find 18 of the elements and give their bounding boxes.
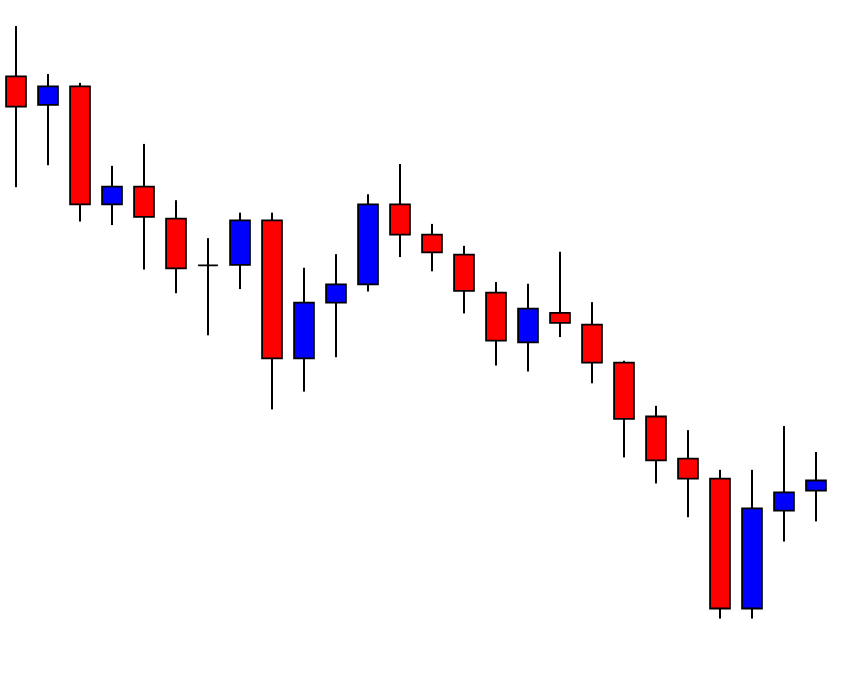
candlestick <box>485 280 507 367</box>
candlestick <box>325 253 347 359</box>
candlestick <box>645 404 667 485</box>
candlestick <box>389 163 411 259</box>
candlestick <box>421 222 443 273</box>
candlestick <box>805 451 827 523</box>
candlestick <box>37 72 59 167</box>
candlestick <box>677 429 699 519</box>
candlestick <box>5 24 27 189</box>
candlestick <box>453 244 475 315</box>
candlestick <box>133 142 155 271</box>
candlestick <box>773 424 795 543</box>
candlestick <box>229 211 251 291</box>
candlestick <box>197 237 219 337</box>
candlestick <box>549 250 571 339</box>
candlestick <box>101 164 123 227</box>
candlestick <box>581 301 603 385</box>
candlestick <box>517 282 539 373</box>
